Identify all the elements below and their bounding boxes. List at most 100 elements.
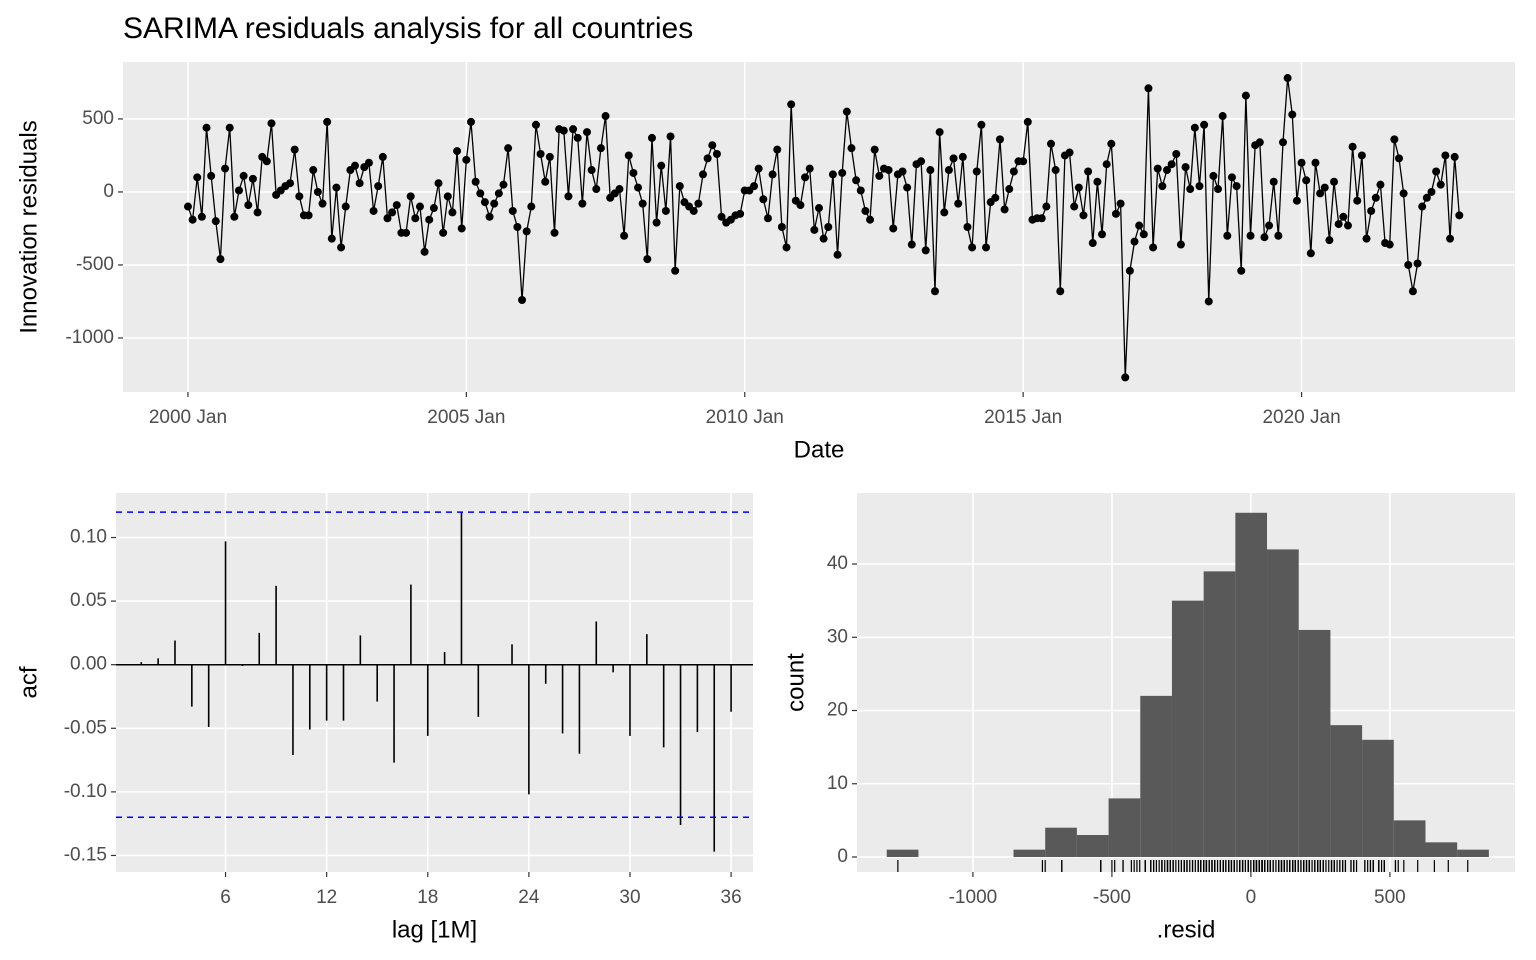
residual-point	[1418, 202, 1427, 211]
residual-point	[402, 228, 411, 237]
residual-point	[369, 206, 378, 215]
y-tick-label: 40	[827, 553, 848, 574]
residual-point	[675, 182, 684, 191]
x-tick-label: 6	[220, 887, 231, 908]
residual-point	[972, 167, 981, 176]
residual-point	[1223, 231, 1232, 240]
residual-point	[193, 173, 202, 182]
residual-point	[541, 177, 550, 186]
residual-point	[1121, 373, 1130, 382]
residual-point	[1450, 152, 1459, 161]
residual-point	[439, 228, 448, 237]
y-tick-label: 30	[827, 626, 848, 647]
residual-point	[327, 234, 336, 243]
residual-point	[1390, 135, 1399, 144]
residual-point	[1283, 74, 1292, 83]
residual-point	[411, 214, 420, 223]
residual-point	[703, 154, 712, 163]
residual-point	[1153, 164, 1162, 173]
residual-point	[1111, 209, 1120, 218]
residual-point	[225, 123, 234, 132]
residual-point	[531, 120, 540, 129]
residual-point	[624, 151, 633, 160]
residual-point	[453, 147, 462, 156]
residual-point	[587, 166, 596, 175]
residual-point	[1227, 173, 1236, 182]
residual-point	[545, 152, 554, 161]
residual-point	[796, 201, 805, 210]
x-tick-label: -500	[1093, 887, 1131, 908]
histogram-bar	[1393, 820, 1426, 857]
residual-point	[1088, 239, 1097, 248]
residual-point	[341, 202, 350, 211]
residual-point	[1432, 167, 1441, 176]
residual-point	[1288, 110, 1297, 119]
x-tick-label: 2010 Jan	[706, 407, 784, 428]
y-tick-label: -0.15	[64, 844, 107, 865]
residual-point	[782, 243, 791, 252]
x-axis-title: lag [1M]	[392, 916, 477, 943]
histogram-bar	[1235, 512, 1268, 857]
residual-point	[1422, 193, 1431, 202]
residual-point	[1149, 243, 1158, 252]
residual-point	[824, 223, 833, 231]
residual-point	[1209, 171, 1218, 180]
residual-point	[1399, 189, 1408, 198]
residual-point	[1385, 240, 1394, 249]
residual-point	[1037, 214, 1046, 223]
residual-point	[940, 208, 949, 217]
residual-point	[643, 255, 652, 264]
residual-point	[420, 247, 429, 256]
histogram-bar	[1330, 725, 1363, 857]
residual-point	[1292, 196, 1301, 205]
y-tick-label: 0	[103, 181, 114, 202]
residual-point	[592, 185, 601, 194]
histogram-bar	[1076, 835, 1109, 857]
residual-point	[1334, 220, 1343, 229]
residual-point	[494, 189, 503, 198]
residual-point	[569, 125, 578, 134]
residual-point	[378, 152, 387, 161]
residual-point	[443, 192, 452, 201]
residual-point	[235, 186, 243, 195]
x-tick-label: 12	[316, 887, 337, 908]
residual-point	[286, 179, 295, 188]
residual-point	[207, 171, 216, 180]
residual-point	[689, 206, 698, 215]
residual-point	[1200, 120, 1209, 129]
residual-point	[1357, 151, 1366, 160]
residual-point	[304, 211, 313, 220]
x-tick-label: 30	[619, 887, 640, 908]
x-axis-title: .resid	[1157, 916, 1216, 943]
x-axis-title: Date	[794, 436, 845, 463]
residual-point	[1325, 236, 1334, 245]
y-tick-label: -0.05	[64, 717, 107, 738]
residual-point	[1116, 199, 1125, 208]
residual-point	[777, 223, 786, 231]
residual-point	[536, 149, 545, 158]
residual-point	[708, 141, 717, 150]
residual-point	[434, 179, 443, 188]
y-axis-title: Innovation residuals	[15, 120, 42, 333]
residual-point	[1316, 189, 1325, 198]
residual-point	[518, 296, 527, 305]
residual-point	[559, 126, 568, 135]
residual-point	[244, 201, 253, 210]
residual-point	[490, 199, 499, 208]
y-axis-title: acf	[15, 666, 42, 698]
residual-point	[982, 243, 991, 252]
residual-point	[583, 128, 591, 137]
residual-point	[801, 173, 810, 182]
residual-point	[406, 192, 415, 201]
residual-point	[898, 167, 907, 176]
x-tick-label: 2000 Jan	[149, 407, 227, 428]
residual-point	[601, 112, 610, 121]
residual-point	[216, 255, 225, 264]
residual-point	[262, 157, 271, 166]
residual-point	[773, 145, 782, 154]
residual-point	[1260, 233, 1269, 242]
residual-point	[290, 145, 299, 154]
residual-point	[1186, 185, 1195, 194]
residual-point	[1371, 193, 1380, 202]
